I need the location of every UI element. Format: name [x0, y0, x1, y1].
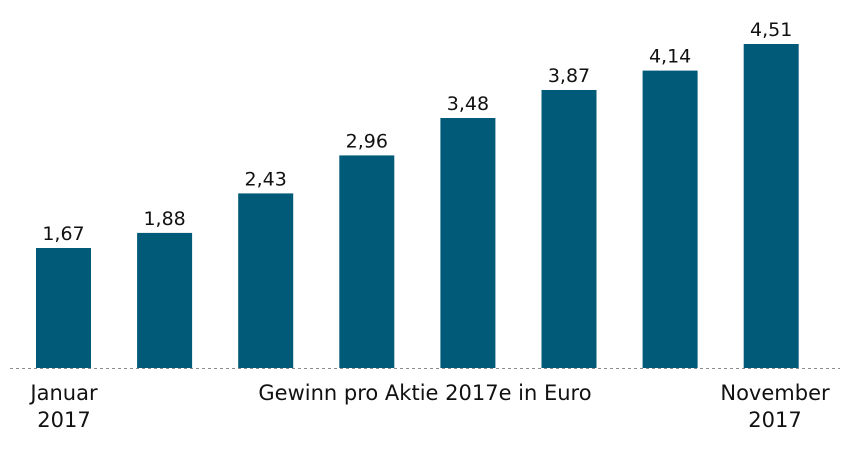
- x-axis-end-label: November 2017: [712, 380, 838, 434]
- bar-4: [339, 155, 395, 368]
- bar-value-label-1: 1,67: [42, 223, 84, 245]
- bar-1: [36, 248, 91, 368]
- bar-7: [642, 70, 698, 368]
- bar-value-label-8: 4,51: [750, 19, 792, 41]
- x-axis-title: Gewinn pro Aktie 2017e in Euro: [258, 381, 592, 405]
- bar-value-label-3: 2,43: [245, 168, 287, 190]
- x-axis-start-month: Januar: [30, 381, 98, 405]
- x-axis-start-label: Januar 2017: [14, 380, 114, 434]
- bar-3: [238, 193, 294, 368]
- bar-value-label-7: 4,14: [649, 46, 691, 68]
- bar-value-label-4: 2,96: [346, 130, 388, 152]
- bar-5: [440, 118, 496, 368]
- bar-value-label-2: 1,88: [143, 208, 185, 230]
- bar-6: [541, 90, 597, 368]
- bar-value-label-5: 3,48: [447, 93, 489, 115]
- bar-8: [743, 44, 799, 368]
- bar-2: [137, 232, 193, 368]
- x-axis-end-year: 2017: [748, 408, 802, 432]
- x-axis-start-year: 2017: [37, 408, 91, 432]
- x-axis-end-month: November: [720, 381, 830, 405]
- bar-value-label-6: 3,87: [548, 65, 590, 87]
